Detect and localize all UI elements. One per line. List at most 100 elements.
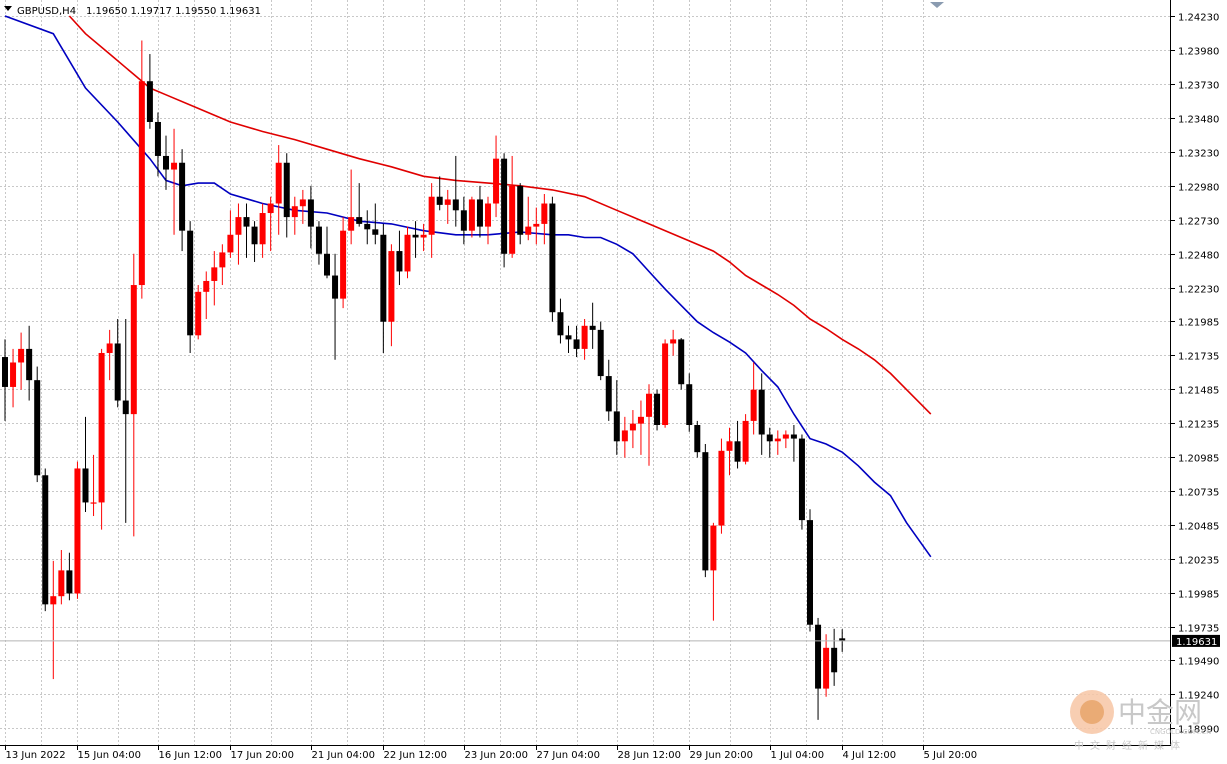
y-tick-label: 1.21985 (1178, 318, 1219, 329)
candle-body (58, 570, 65, 597)
candle-body (823, 647, 830, 689)
candle (662, 339, 669, 428)
x-tick-label: 28 Jun 12:00 (618, 750, 682, 761)
candle (613, 380, 620, 455)
candle-body (790, 434, 797, 439)
candle-body (815, 624, 822, 689)
candle (211, 251, 218, 306)
y-tick-label: 1.19240 (1178, 691, 1219, 702)
candle-body (525, 226, 532, 235)
x-tick-label: 22 Jun 12:00 (384, 750, 448, 761)
candle (50, 560, 57, 680)
candle-body (589, 325, 596, 330)
candle-body (694, 424, 701, 453)
candle-body (460, 210, 467, 231)
candle-body (670, 339, 677, 344)
candle-body (356, 217, 363, 224)
candle (364, 210, 371, 245)
current-price-label: 1.19631 (1176, 637, 1217, 648)
candle-body (275, 162, 282, 204)
candle (348, 169, 355, 245)
candle-body (10, 362, 17, 387)
candle (154, 112, 161, 177)
candle (774, 430, 781, 455)
candle (388, 244, 395, 347)
candle (823, 634, 830, 697)
candle (235, 203, 242, 265)
candle (146, 54, 153, 129)
candle (549, 196, 556, 322)
candle (831, 628, 838, 686)
candle-body (541, 203, 548, 224)
candle-body (557, 312, 564, 336)
candle-body (283, 162, 290, 218)
candle (283, 153, 290, 238)
candle-body (533, 223, 540, 227)
candle-body (629, 423, 636, 431)
candle-body (171, 162, 178, 170)
y-tick-label: 1.20735 (1178, 488, 1219, 499)
candle-body (493, 158, 500, 204)
candle-body (179, 162, 186, 231)
chevron-down-icon[interactable] (4, 6, 12, 11)
candle (790, 424, 797, 462)
candle (66, 552, 73, 601)
candle-body (646, 393, 652, 417)
candle-body (839, 638, 846, 641)
y-tick-label: 1.22480 (1178, 251, 1219, 262)
candle (589, 302, 596, 349)
candle-body (66, 570, 73, 594)
candle (444, 189, 451, 224)
candle-body (468, 199, 475, 231)
candle (694, 420, 701, 458)
y-tick-label: 1.20985 (1178, 454, 1219, 465)
candle-body (324, 253, 330, 276)
grid-lines (0, 0, 1170, 745)
candle (541, 194, 548, 245)
candle-body (299, 199, 306, 207)
candle (654, 389, 661, 431)
candle-body (380, 234, 387, 322)
y-tick-label: 1.18990 (1178, 725, 1219, 736)
candle-body (750, 389, 757, 421)
candle (686, 373, 693, 432)
candle (130, 253, 137, 537)
candle-body (50, 596, 57, 605)
candle-body (549, 203, 556, 313)
candle (219, 244, 226, 286)
candle (259, 203, 266, 258)
candle-body (388, 251, 395, 322)
candle-body (211, 267, 218, 281)
candle-body (509, 185, 516, 254)
x-tick-label: 21 Jun 04:00 (312, 750, 376, 761)
candle-body (782, 434, 789, 439)
chart-header: GBPUSD,H4 1.19650 1.19717 1.19550 1.1963… (4, 6, 261, 17)
candle (621, 416, 628, 458)
candle-body (259, 213, 266, 245)
x-tick-label: 4 Jul 12:00 (843, 750, 897, 761)
candle (485, 196, 491, 245)
candle-body (203, 280, 210, 292)
candle (517, 183, 524, 245)
candle-body (766, 434, 773, 442)
candle-body (26, 348, 33, 381)
candle (171, 128, 178, 235)
moving-averages (4, 15, 932, 558)
candle-body (138, 81, 145, 286)
candle-body (227, 234, 234, 253)
candle-body (332, 275, 339, 299)
candle (98, 348, 105, 530)
candle (702, 444, 709, 578)
candle-body (436, 196, 443, 205)
candle (493, 135, 500, 218)
candle (396, 230, 403, 286)
candle (525, 196, 532, 241)
candle-body (396, 251, 403, 272)
chart-shift-marker-icon[interactable] (930, 2, 944, 8)
y-tick-label: 1.22980 (1178, 183, 1219, 194)
candle-body (412, 234, 419, 238)
candle-body (146, 81, 153, 122)
candle-body (74, 468, 81, 594)
